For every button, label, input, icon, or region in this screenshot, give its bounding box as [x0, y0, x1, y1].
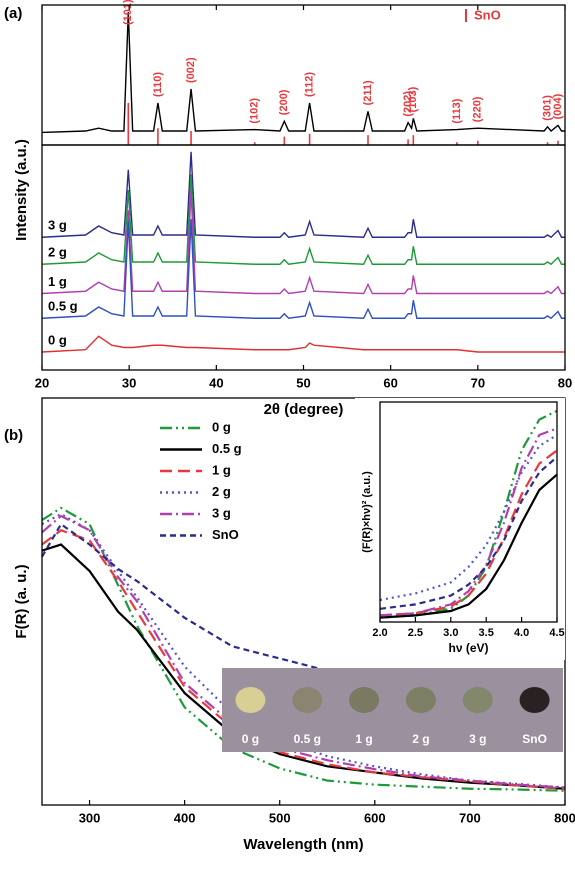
data-line — [379, 456, 558, 610]
data-line — [41, 506, 566, 792]
legend-label: 2 g — [212, 484, 231, 499]
x-tick-label: 300 — [79, 810, 101, 825]
x-tick-label: 400 — [174, 810, 196, 825]
sample-photo — [292, 687, 323, 713]
reference-label: (103) — [407, 86, 419, 112]
reference-label: (101) — [122, 0, 134, 25]
reference-label: (220) — [472, 96, 484, 122]
reference-label: (102) — [249, 98, 261, 124]
x-tick-label: 600 — [364, 810, 386, 825]
sample-photo — [462, 687, 493, 713]
reference-label: (002) — [185, 57, 197, 83]
reference-label: (202) — [402, 91, 414, 117]
inset-background — [355, 398, 565, 660]
sample-photo — [235, 687, 266, 713]
x-axis-title: 2θ (degree) — [264, 401, 344, 418]
data-line — [41, 219, 565, 320]
x-tick-label: 3.5 — [479, 627, 494, 639]
x-tick-label: 2.0 — [372, 627, 387, 639]
series-label: 1 g — [48, 274, 67, 289]
reference-label: (211) — [362, 80, 374, 105]
y-axis-title: F(R) (a. u.) — [13, 564, 30, 638]
x-tick-label: 4.0 — [514, 627, 529, 639]
x-tick-label: 70 — [471, 375, 485, 390]
legend-label: 3 g — [212, 505, 231, 520]
panel-label: (a) — [4, 5, 22, 22]
data-line — [41, 174, 565, 266]
data-line — [41, 335, 565, 353]
sample-photo — [349, 687, 380, 713]
photo-label: 0.5 g — [294, 732, 321, 746]
photo-label: 0 g — [242, 732, 259, 746]
sample-photo — [519, 687, 550, 713]
sample-photo — [405, 687, 436, 713]
data-line — [379, 427, 558, 617]
photo-label: 1 g — [355, 732, 372, 746]
data-line — [379, 473, 558, 619]
x-tick-label: 30 — [122, 375, 136, 390]
photo-background — [222, 668, 563, 752]
photo-label: 2 g — [412, 732, 429, 746]
x-tick-label: 700 — [459, 810, 481, 825]
reference-label: (004) — [552, 93, 564, 119]
x-tick-label: 60 — [383, 375, 397, 390]
legend-label: SnO — [474, 7, 501, 22]
data-line — [41, 189, 565, 295]
x-tick-label: 3.0 — [443, 627, 458, 639]
series-label: 2 g — [48, 245, 67, 260]
y-axis-title: Intensity (a.u.) — [13, 139, 30, 241]
photo-label: SnO — [522, 732, 547, 746]
data-line — [379, 434, 558, 602]
reference-label: (112) — [304, 72, 316, 97]
data-line — [41, 514, 566, 789]
plot-frame — [379, 401, 558, 623]
x-axis-title: hν (eV) — [448, 641, 488, 655]
x-tick-label: 2.5 — [408, 627, 423, 639]
series-label: 3 g — [48, 218, 67, 233]
x-tick-label: 40 — [209, 375, 223, 390]
y-axis-title: (F(R)×hν)² (a.u.) — [361, 471, 373, 553]
panel-label: (b) — [4, 427, 23, 444]
x-tick-label: 4.5 — [549, 627, 564, 639]
legend-label: 0.5 g — [212, 441, 242, 456]
photo-label: 3 g — [469, 732, 486, 746]
data-line — [41, 151, 565, 239]
series-label: 0 g — [48, 332, 67, 347]
legend-label: 0 g — [212, 419, 231, 434]
legend-label: 1 g — [212, 462, 231, 477]
reference-label: (113) — [451, 98, 463, 123]
reference-label: (200) — [278, 89, 290, 115]
legend-label: SnO — [212, 527, 239, 542]
x-tick-label: 20 — [35, 375, 49, 390]
reference-label: (301) — [541, 95, 553, 121]
data-line — [41, 11, 565, 134]
x-tick-label: 500 — [269, 810, 291, 825]
series-label: 0.5 g — [48, 299, 78, 314]
reference-label: (110) — [152, 72, 164, 97]
x-tick-label: 50 — [296, 375, 310, 390]
x-tick-label: 80 — [558, 375, 572, 390]
x-tick-label: 800 — [554, 810, 575, 825]
x-axis-title: Wavelength (nm) — [243, 836, 363, 853]
